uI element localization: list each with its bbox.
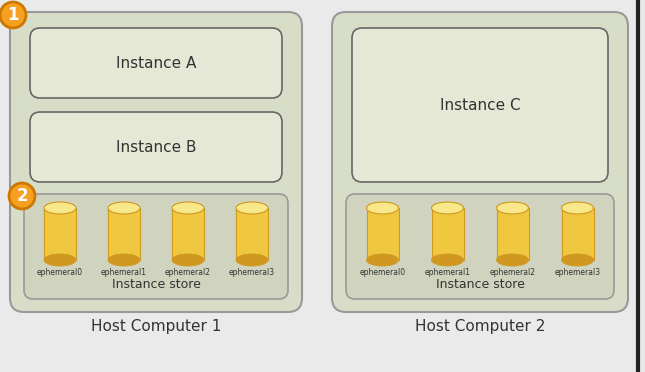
Ellipse shape (497, 254, 528, 266)
Text: 1: 1 (7, 6, 19, 24)
Polygon shape (497, 208, 528, 260)
Circle shape (9, 183, 35, 209)
Polygon shape (172, 208, 204, 260)
Polygon shape (432, 208, 464, 260)
Text: 2: 2 (16, 187, 28, 205)
Ellipse shape (172, 254, 204, 266)
Text: ephemeral3: ephemeral3 (229, 268, 275, 277)
Text: Instance C: Instance C (440, 97, 521, 112)
Ellipse shape (366, 202, 399, 214)
FancyBboxPatch shape (10, 12, 302, 312)
Ellipse shape (562, 254, 593, 266)
Text: Instance store: Instance store (112, 278, 201, 291)
Polygon shape (562, 208, 593, 260)
Ellipse shape (236, 254, 268, 266)
Text: Host Computer 2: Host Computer 2 (415, 320, 545, 334)
FancyBboxPatch shape (30, 28, 282, 98)
FancyBboxPatch shape (346, 194, 614, 299)
Text: ephemeral3: ephemeral3 (555, 268, 600, 277)
Polygon shape (44, 208, 76, 260)
Polygon shape (366, 208, 399, 260)
Ellipse shape (108, 254, 140, 266)
FancyBboxPatch shape (30, 112, 282, 182)
Polygon shape (236, 208, 268, 260)
Ellipse shape (44, 254, 76, 266)
Ellipse shape (562, 202, 593, 214)
Ellipse shape (44, 202, 76, 214)
Ellipse shape (366, 254, 399, 266)
Ellipse shape (172, 202, 204, 214)
Text: ephemeral2: ephemeral2 (490, 268, 535, 277)
Text: ephemeral1: ephemeral1 (424, 268, 470, 277)
Ellipse shape (497, 202, 528, 214)
Text: ephemeral1: ephemeral1 (101, 268, 147, 277)
Text: Instance B: Instance B (115, 140, 196, 154)
FancyBboxPatch shape (332, 12, 628, 312)
Text: ephemeral0: ephemeral0 (359, 268, 406, 277)
Text: ephemeral2: ephemeral2 (165, 268, 211, 277)
Polygon shape (108, 208, 140, 260)
Ellipse shape (432, 202, 464, 214)
Text: Host Computer 1: Host Computer 1 (91, 320, 221, 334)
FancyBboxPatch shape (24, 194, 288, 299)
Text: ephemeral0: ephemeral0 (37, 268, 83, 277)
Ellipse shape (236, 202, 268, 214)
Text: Instance A: Instance A (116, 55, 196, 71)
Ellipse shape (432, 254, 464, 266)
Ellipse shape (108, 202, 140, 214)
Circle shape (0, 2, 26, 28)
Text: Instance store: Instance store (435, 278, 524, 291)
FancyBboxPatch shape (352, 28, 608, 182)
